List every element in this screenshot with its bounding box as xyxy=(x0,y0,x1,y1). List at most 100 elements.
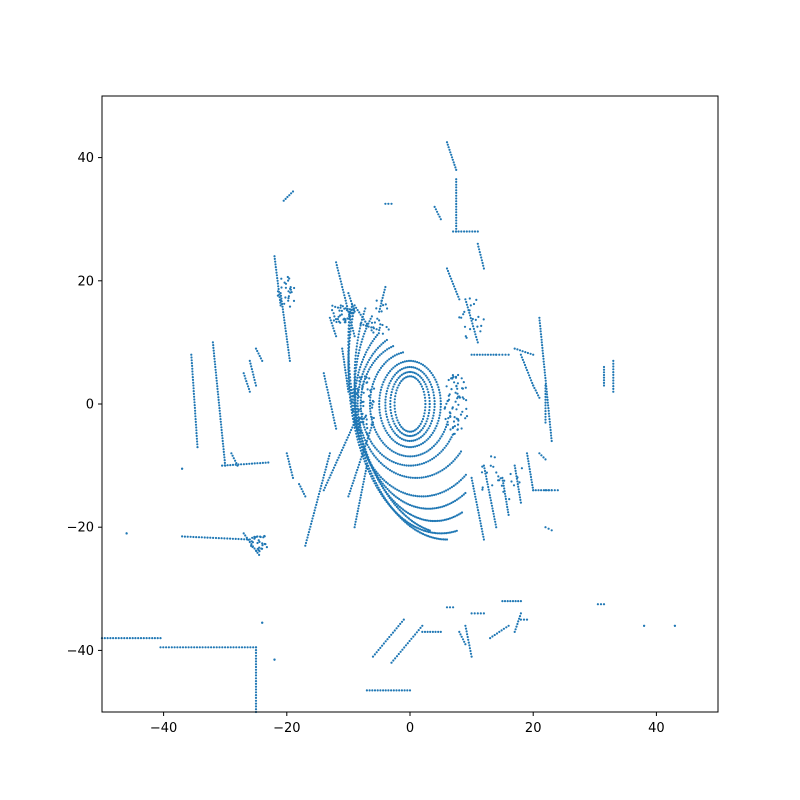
scatter-point-530 xyxy=(550,529,553,532)
scatter-point-770 xyxy=(470,353,473,356)
scatter-point-2201 xyxy=(364,414,368,417)
scatter-point-74 xyxy=(254,694,258,697)
scatter-point-1775 xyxy=(357,336,360,339)
scatter-point-1229 xyxy=(390,368,393,371)
scatter-point-1 xyxy=(103,637,106,640)
scatter-point-455 xyxy=(370,426,373,429)
scatter-point-92 xyxy=(395,689,398,692)
scatter-point-66 xyxy=(254,671,258,674)
scatter-point-229 xyxy=(223,459,226,462)
scatter-point-2163 xyxy=(394,504,397,507)
scatter-point-1230 xyxy=(389,370,392,373)
scatter-point-2059 xyxy=(392,508,395,511)
scatter-point-337 xyxy=(455,180,458,183)
scatter-point-1082 xyxy=(389,402,392,406)
scatter-point-1626 xyxy=(408,493,411,496)
scatter-point-1764 xyxy=(464,491,467,495)
scatter-point-967 xyxy=(291,474,294,477)
scatter-point-396 xyxy=(325,463,329,466)
scatter-point-516 xyxy=(547,409,550,412)
scatter-point-921 xyxy=(334,424,337,427)
scatter-point-289 xyxy=(339,277,342,280)
scatter-point-655 xyxy=(673,624,677,627)
scatter-point-951 xyxy=(235,462,238,465)
scatter-point-698 xyxy=(489,499,492,502)
scatter-point-2385 xyxy=(276,294,279,297)
scatter-point-581 xyxy=(406,642,409,645)
scatter-point-791 xyxy=(529,352,532,355)
scatter-point-2113 xyxy=(348,373,351,376)
scatter-point-2197 xyxy=(361,421,364,424)
scatter-point-643 xyxy=(515,625,518,628)
scatter-point-146 xyxy=(253,462,256,465)
scatter-point-859 xyxy=(364,320,367,323)
scatter-point-830 xyxy=(454,287,457,291)
scatter-point-595 xyxy=(434,630,437,634)
scatter-point-362 xyxy=(380,302,383,305)
scatter-point-717 xyxy=(505,500,508,503)
scatter-point-2445 xyxy=(512,484,516,487)
scatter-point-2105 xyxy=(347,347,350,350)
scatter-point-1545 xyxy=(448,463,451,466)
scatter-point-669 xyxy=(480,525,483,528)
scatter-point-1508 xyxy=(374,456,377,459)
scatter-point-1874 xyxy=(459,512,462,515)
scatter-point-1562 xyxy=(365,351,368,354)
scatter-point-343 xyxy=(455,197,458,200)
scatter-point-2474 xyxy=(468,309,471,312)
scatter-point-1333 xyxy=(381,441,385,444)
scatter-point-600 xyxy=(452,606,455,609)
scatter-point-802 xyxy=(529,376,532,379)
scatter-point-558 xyxy=(379,646,382,650)
scatter-point-761 xyxy=(542,489,545,492)
scatter-point-2236 xyxy=(353,414,356,417)
scatter-point-287 xyxy=(337,272,340,275)
scatter-point-1203 xyxy=(436,383,439,386)
scatter-point-167 xyxy=(193,395,196,398)
scatter-point-198 xyxy=(215,374,218,377)
scatter-point-2481 xyxy=(462,313,465,316)
scatter-point-1236 xyxy=(381,383,384,386)
scatter-point-1056 xyxy=(424,383,427,386)
scatter-point-55 xyxy=(252,646,255,649)
scatter-point-772 xyxy=(476,353,479,356)
scatter-point-2394 xyxy=(256,541,259,545)
scatter-point-2274 xyxy=(456,387,459,390)
scatter-point-957 xyxy=(302,492,306,495)
scatter-point-158 xyxy=(191,370,194,373)
scatter-point-2029 xyxy=(358,437,361,440)
scatter-point-751 xyxy=(528,465,531,468)
scatter-point-48 xyxy=(232,646,235,649)
scatter-point-594 xyxy=(431,630,434,634)
scatter-point-2245 xyxy=(366,432,369,435)
scatter-point-184 xyxy=(196,443,199,446)
scatter-point-987 xyxy=(537,394,540,397)
scatter-point-649 xyxy=(519,618,523,621)
scatter-point-2374 xyxy=(283,302,286,305)
scatter-point-404 xyxy=(326,481,329,484)
scatter-point-2377 xyxy=(288,305,292,308)
scatter-point-2404 xyxy=(261,547,264,550)
scatter-point-1260 xyxy=(395,442,399,445)
scatter-point-1462 xyxy=(378,345,381,348)
scatter-point-104 xyxy=(197,536,201,539)
scatter-point-2483 xyxy=(471,317,474,321)
scatter-point-1774 xyxy=(357,333,360,336)
scatter-point-1627 xyxy=(410,494,413,497)
scatter-point-546 xyxy=(602,365,606,369)
scatter-point-2316 xyxy=(455,417,458,420)
scatter-point-398 xyxy=(327,457,330,460)
scatter-point-871 xyxy=(349,297,352,300)
scatter-point-152 xyxy=(190,353,193,356)
scatter-point-1353 xyxy=(421,452,424,455)
scatter-point-1157 xyxy=(384,407,387,410)
scatter-point-919 xyxy=(333,419,336,422)
scatter-point-1302 xyxy=(381,364,384,368)
scatter-point-793 xyxy=(519,353,523,356)
scatter-point-2278 xyxy=(453,381,456,384)
scatter-point-2164 xyxy=(395,505,398,508)
scatter-point-1271 xyxy=(418,444,421,447)
scatter-point-491 xyxy=(540,341,543,344)
scatter-point-319 xyxy=(465,230,468,233)
scatter-point-1975 xyxy=(436,532,439,535)
